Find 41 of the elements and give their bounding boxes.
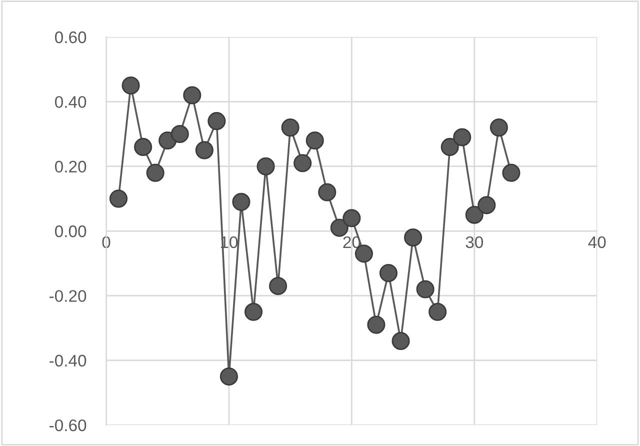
- point: [256, 157, 275, 176]
- point: [379, 264, 398, 282]
- x-tick-label: 0: [102, 236, 110, 248]
- point: [465, 206, 484, 224]
- point: [318, 183, 336, 202]
- point: [367, 316, 386, 334]
- point: [122, 76, 140, 95]
- y-tick-label: -0.20: [50, 290, 86, 302]
- point: [478, 196, 496, 214]
- point: [330, 218, 348, 237]
- point: [453, 128, 472, 146]
- point: [490, 118, 508, 137]
- point: [208, 112, 226, 130]
- point: [392, 332, 410, 350]
- point: [428, 302, 447, 321]
- point: [416, 280, 434, 298]
- point: [134, 138, 152, 156]
- y-tick-label: 0.00: [55, 225, 86, 238]
- point: [244, 302, 263, 321]
- point: [404, 228, 422, 247]
- point: [440, 138, 459, 156]
- y-tick-label: -0.60: [50, 419, 86, 432]
- x-tick-label: 30: [466, 236, 484, 248]
- point: [109, 190, 128, 208]
- point: [220, 368, 238, 386]
- point: [183, 86, 202, 104]
- point: [294, 154, 312, 172]
- y-tick-label: 0.40: [55, 96, 86, 108]
- point: [195, 141, 214, 160]
- y-tick-label: 0.20: [55, 160, 86, 173]
- point: [306, 131, 324, 150]
- x-tick-label: 40: [588, 236, 606, 248]
- point: [269, 276, 288, 296]
- y-tick-label: -0.40: [50, 354, 86, 367]
- point: [502, 164, 520, 182]
- point: [232, 192, 250, 211]
- point: [170, 124, 189, 144]
- y-tick-label: 0.60: [55, 31, 86, 44]
- point: [342, 209, 361, 228]
- point: [281, 118, 300, 137]
- point: [146, 164, 164, 182]
